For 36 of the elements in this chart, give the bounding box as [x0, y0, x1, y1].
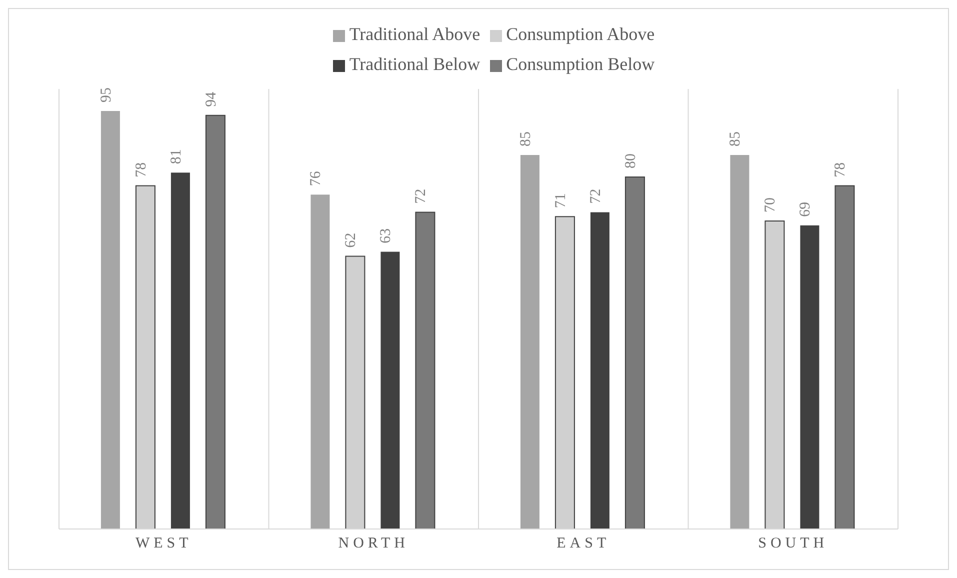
data-label: 63 — [378, 228, 394, 244]
legend-label: Traditional Below — [349, 54, 480, 74]
data-label: 72 — [588, 188, 604, 204]
data-label: 94 — [203, 91, 220, 107]
bar — [834, 185, 855, 529]
data-label: 78 — [133, 162, 150, 178]
legend-label: Consumption Above — [506, 24, 655, 44]
bar — [590, 212, 610, 529]
data-label: 95 — [98, 88, 114, 102]
x-tick-label: SOUTH — [758, 536, 828, 552]
legend-label: Traditional Above — [349, 24, 480, 44]
x-tick-label: WEST — [135, 536, 192, 552]
x-tick-label: EAST — [556, 536, 610, 552]
data-label: 72 — [413, 188, 430, 204]
data-label: 76 — [308, 170, 324, 186]
data-label: 81 — [168, 149, 184, 164]
bar — [170, 172, 190, 529]
bar — [800, 225, 820, 529]
bar — [380, 252, 400, 529]
bar — [310, 194, 330, 529]
data-label: 80 — [622, 154, 639, 168]
data-label: 78 — [832, 162, 849, 178]
data-label: 69 — [798, 202, 814, 217]
legend-label: Consumption Below — [506, 54, 655, 74]
data-label: 70 — [762, 198, 779, 212]
data-label: 85 — [518, 132, 534, 146]
bar — [205, 114, 226, 529]
data-label: 71 — [552, 193, 569, 208]
x-tick-label: NORTH — [338, 536, 410, 552]
data-label: 85 — [728, 132, 744, 146]
bar — [520, 155, 540, 529]
data-label: 62 — [343, 232, 360, 248]
bar — [624, 176, 645, 529]
bar — [415, 212, 436, 529]
bar — [100, 111, 120, 529]
bar — [730, 155, 750, 529]
